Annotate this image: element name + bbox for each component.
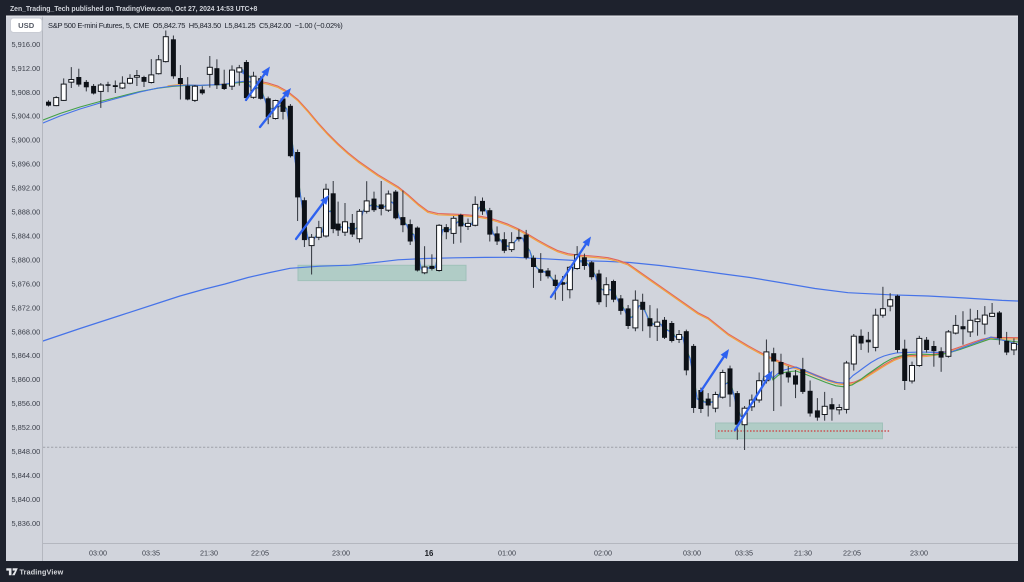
svg-text:5,892.00: 5,892.00 [12,184,41,193]
svg-text:22:05: 22:05 [251,549,269,558]
svg-text:5,880.00: 5,880.00 [12,255,41,264]
svg-text:03:00: 03:00 [683,549,701,558]
svg-text:5,876.00: 5,876.00 [12,279,41,288]
svg-text:5,868.00: 5,868.00 [12,327,41,336]
svg-text:01:00: 01:00 [498,549,516,558]
svg-text:5,848.00: 5,848.00 [12,447,41,456]
svg-text:5,884.00: 5,884.00 [12,232,41,241]
svg-text:16: 16 [425,549,434,558]
svg-text:5,836.00: 5,836.00 [12,519,41,528]
svg-text:5,896.00: 5,896.00 [12,160,41,169]
svg-text:21:30: 21:30 [200,549,218,558]
svg-text:5,904.00: 5,904.00 [12,112,41,121]
svg-text:S&P 500 E-mini Futures, 5, CME: S&P 500 E-mini Futures, 5, CME O5,842.75… [48,21,343,30]
svg-text:23:00: 23:00 [910,549,928,558]
svg-text:5,916.00: 5,916.00 [12,40,41,49]
svg-text:Zen_Trading_Tech published on: Zen_Trading_Tech published on TradingVie… [10,6,258,13]
svg-text:5,840.00: 5,840.00 [12,495,41,504]
svg-text:USD: USD [18,21,35,30]
svg-text:5,852.00: 5,852.00 [12,423,41,432]
svg-text:03:00: 03:00 [89,549,107,558]
svg-text:5,900.00: 5,900.00 [12,136,41,145]
svg-text:5,856.00: 5,856.00 [12,399,41,408]
svg-text:TradingView: TradingView [20,567,64,576]
svg-text:5,860.00: 5,860.00 [12,375,41,384]
svg-text:5,844.00: 5,844.00 [12,471,41,480]
svg-text:22:05: 22:05 [843,549,861,558]
svg-text:03:35: 03:35 [735,549,753,558]
svg-text:5,888.00: 5,888.00 [12,208,41,217]
svg-text:23:00: 23:00 [332,549,350,558]
svg-text:5,864.00: 5,864.00 [12,351,41,360]
svg-text:21:30: 21:30 [794,549,812,558]
svg-text:5,912.00: 5,912.00 [12,64,41,73]
svg-text:5,872.00: 5,872.00 [12,303,41,312]
svg-text:03:35: 03:35 [142,549,160,558]
svg-text:5,908.00: 5,908.00 [12,88,41,97]
svg-text:02:00: 02:00 [594,549,612,558]
